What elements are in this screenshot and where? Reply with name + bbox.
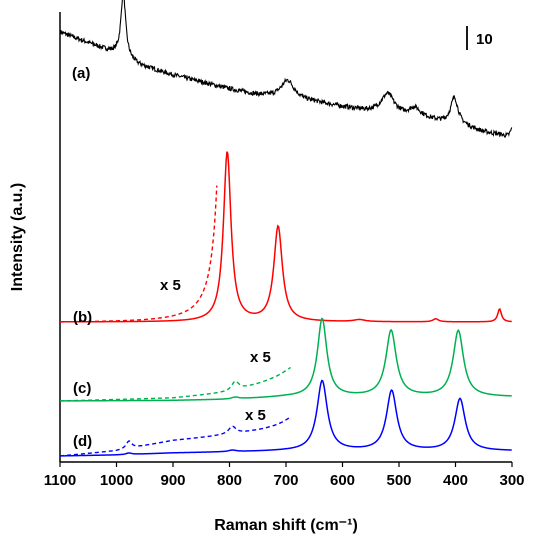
scale-bar-label: 10 xyxy=(476,31,493,48)
magnified-line-c xyxy=(59,366,291,402)
series-line-c xyxy=(60,317,512,402)
series-line-d xyxy=(59,379,512,457)
magnify-label-c: x 5 xyxy=(250,349,271,366)
x-tick-label-300: 300 xyxy=(499,472,524,489)
magnify-label-d: x 5 xyxy=(245,407,266,424)
series-line-b xyxy=(60,151,512,323)
x-tick-label-700: 700 xyxy=(273,472,298,489)
x-tick-label-600: 600 xyxy=(330,472,355,489)
x-tick-label-1100: 1100 xyxy=(44,472,77,489)
series-label-c: (c) xyxy=(73,380,91,397)
inset-labels: x 5 x 5 x 5 xyxy=(160,277,271,424)
x-tick-label-400: 400 xyxy=(443,472,468,489)
x-tick-label-800: 800 xyxy=(217,472,242,489)
series-label-b: (b) xyxy=(73,309,92,326)
x-ticks: 1100 1000 900 800 700 600 500 400 300 xyxy=(44,462,525,489)
magnified-line-d xyxy=(59,416,291,457)
x-tick-label-1000: 1000 xyxy=(100,472,133,489)
series-label-a: (a) xyxy=(72,65,90,82)
x-tick-label-500: 500 xyxy=(386,472,411,489)
series-layer xyxy=(59,0,513,457)
y-axis-title: Intensity (a.u.) xyxy=(9,183,26,291)
magnify-label-b: x 5 xyxy=(160,277,181,294)
x-axis-title: Raman shift (cm⁻¹) xyxy=(214,517,358,534)
series-label-d: (d) xyxy=(73,433,92,450)
series-labels: (a) (b) (c) (d) xyxy=(72,65,92,450)
magnified-line-b xyxy=(59,185,218,323)
series-line-a xyxy=(59,0,513,138)
x-tick-label-900: 900 xyxy=(160,472,185,489)
